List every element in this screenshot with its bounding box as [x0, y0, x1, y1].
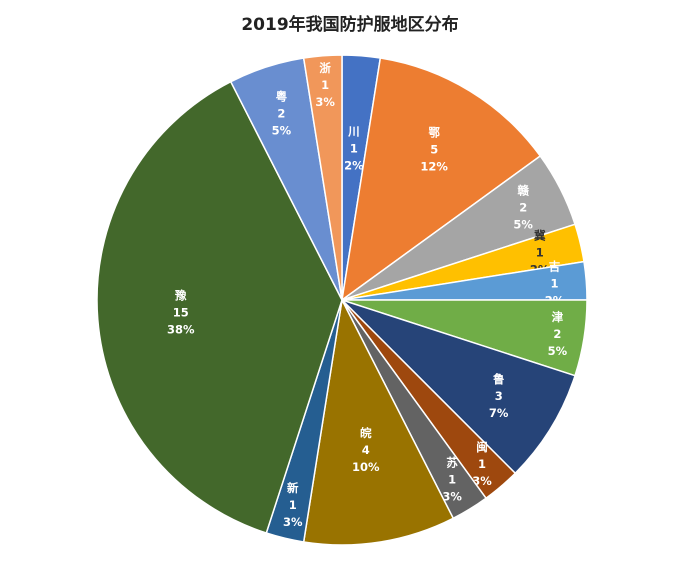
slice-label-name: 鲁 — [493, 372, 505, 386]
slice-label-津: 津 2 5% — [548, 310, 568, 358]
slice-label-name: 浙 — [319, 61, 331, 75]
slice-label-value: 1 — [536, 246, 544, 260]
slice-label-value: 2 — [553, 327, 561, 341]
pie-slice-豫 — [96, 80, 343, 534]
slice-label-赣: 赣 2 5% — [513, 184, 533, 232]
slice-label-value: 2 — [519, 201, 527, 215]
slice-label-value: 1 — [478, 457, 486, 471]
slice-label-豫: 豫 15 38% — [167, 289, 195, 337]
slice-label-percent: 2% — [344, 159, 364, 173]
slice-label-value: 15 — [173, 306, 189, 320]
slice-label-name: 鄂 — [428, 126, 440, 140]
slice-label-鄂: 鄂 5 12% — [420, 126, 448, 174]
slice-label-percent: 5% — [272, 124, 292, 138]
slice-label-value: 4 — [362, 443, 370, 457]
slice-label-皖: 皖 4 10% — [352, 426, 380, 474]
slice-label-name: 吉 — [549, 259, 561, 273]
pie-slice-鲁 — [341, 299, 576, 475]
slice-label-name: 津 — [552, 310, 564, 324]
slice-label-name: 赣 — [517, 184, 529, 198]
slice-label-name: 新 — [287, 481, 299, 495]
slice-label-name: 川 — [347, 125, 360, 139]
slice-label-name: 粤 — [276, 90, 288, 104]
slice-label-percent: 3% — [442, 490, 462, 504]
slice-label-name: 闽 — [476, 440, 488, 454]
slice-label-川: 川 1 2% — [344, 125, 364, 173]
slice-label-name: 皖 — [360, 426, 372, 440]
pie-slice-皖 — [302, 297, 455, 546]
slice-label-percent: 5% — [548, 344, 568, 358]
slice-label-value: 1 — [321, 78, 329, 92]
slice-label-苏: 苏 1 3% — [442, 456, 462, 504]
slice-label-percent: 12% — [420, 160, 448, 174]
slice-label-浙: 浙 1 3% — [315, 61, 335, 109]
slice-label-name: 苏 — [446, 456, 458, 470]
slice-label-value: 1 — [289, 498, 297, 512]
slice-label-新: 新 1 3% — [283, 481, 303, 529]
slice-label-percent: 3% — [315, 95, 335, 109]
slice-label-value: 1 — [448, 473, 456, 487]
slice-label-闽: 闽 1 3% — [472, 440, 492, 488]
slice-label-percent: 3% — [472, 474, 492, 488]
slice-label-name: 豫 — [175, 289, 187, 303]
slice-label-value: 3 — [495, 389, 503, 403]
slice-label-value: 5 — [430, 143, 438, 157]
slice-label-鲁: 鲁 3 7% — [489, 372, 509, 420]
slice-label-粤: 粤 2 5% — [272, 90, 292, 138]
slice-label-value: 1 — [550, 276, 558, 290]
pie-slice-浙 — [302, 54, 343, 301]
slice-label-percent: 10% — [352, 460, 380, 474]
slice-label-percent: 7% — [489, 406, 509, 420]
slice-label-name: 冀 — [534, 229, 546, 243]
slice-label-percent: 5% — [513, 218, 533, 232]
slice-label-percent: 38% — [167, 323, 195, 337]
chart-title: 2019年我国防护服地区分布 — [241, 15, 459, 35]
slice-label-value: 1 — [350, 142, 358, 156]
slice-label-percent: 3% — [283, 515, 303, 529]
slice-label-value: 2 — [277, 107, 285, 121]
pie-slice-鄂 — [340, 57, 542, 302]
